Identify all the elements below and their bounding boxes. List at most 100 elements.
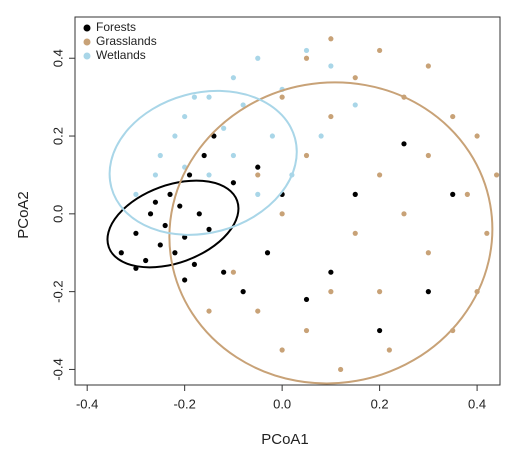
point <box>425 289 431 295</box>
point <box>147 211 154 217</box>
point <box>186 172 193 178</box>
point <box>221 269 227 275</box>
point <box>255 55 261 61</box>
point <box>269 133 275 139</box>
point <box>352 191 358 197</box>
legend-marker <box>83 38 91 46</box>
ellipse <box>106 179 240 269</box>
point <box>401 211 407 217</box>
point <box>484 230 490 236</box>
point <box>303 47 310 54</box>
point <box>493 172 500 178</box>
point <box>425 152 431 159</box>
point <box>182 277 188 283</box>
point <box>157 242 163 248</box>
point <box>206 94 212 100</box>
point <box>211 133 217 139</box>
x-tick-label: -0.2 <box>173 396 195 411</box>
legend-marker <box>83 24 91 32</box>
point <box>474 133 480 139</box>
point <box>255 172 261 178</box>
point <box>196 211 202 217</box>
point <box>328 63 334 69</box>
point <box>377 289 383 295</box>
point <box>177 203 183 209</box>
point <box>172 133 178 139</box>
point <box>401 141 407 147</box>
point <box>303 327 310 334</box>
point <box>191 261 198 268</box>
point <box>352 230 358 236</box>
point <box>230 152 237 159</box>
point <box>377 327 383 334</box>
legend-marker <box>83 52 91 60</box>
x-tick-label: -0.4 <box>76 396 98 411</box>
point <box>206 308 212 314</box>
point <box>450 113 456 120</box>
x-tick-label: 0.2 <box>371 396 389 411</box>
point <box>152 172 159 178</box>
point <box>279 94 285 100</box>
legend-label: Forests <box>96 20 136 34</box>
x-axis-label: PCoA1 <box>261 431 309 448</box>
y-tick-label: -0.4 <box>50 358 65 380</box>
point <box>303 296 310 303</box>
ellipse <box>168 81 494 385</box>
ellipse <box>108 89 298 236</box>
point <box>328 289 334 295</box>
point <box>386 347 392 353</box>
legend-label: Wetlands <box>96 48 146 62</box>
point <box>191 94 198 100</box>
y-tick-label: 0.0 <box>50 205 65 223</box>
plot-frame <box>74 16 501 386</box>
y-axis-label: PCoA2 <box>15 191 32 239</box>
point <box>279 347 285 353</box>
point <box>377 47 383 54</box>
point <box>206 226 212 232</box>
point <box>464 191 470 197</box>
point <box>352 75 358 81</box>
point <box>303 55 310 61</box>
point <box>230 269 237 275</box>
point <box>143 257 149 264</box>
point <box>328 269 334 275</box>
point <box>450 191 456 197</box>
point <box>328 113 334 120</box>
point <box>338 366 344 373</box>
y-tick-label: 0.4 <box>50 49 65 67</box>
point <box>133 230 139 236</box>
legend-label: Grasslands <box>96 34 157 48</box>
point <box>255 191 261 197</box>
point <box>157 152 163 159</box>
point <box>255 308 261 314</box>
point <box>377 172 383 178</box>
point <box>206 172 212 178</box>
point <box>172 250 178 256</box>
point <box>303 152 310 159</box>
y-tick-label: -0.2 <box>50 280 65 302</box>
point <box>425 250 431 256</box>
point <box>133 191 139 197</box>
x-tick-label: 0.4 <box>468 396 486 411</box>
point <box>255 164 261 170</box>
y-tick-label: 0.2 <box>50 127 65 145</box>
point <box>328 36 334 42</box>
point <box>201 152 207 159</box>
point <box>167 191 173 197</box>
point <box>230 180 237 186</box>
point <box>240 289 246 295</box>
point <box>425 63 431 69</box>
point <box>221 125 227 131</box>
point <box>152 199 159 205</box>
point <box>279 211 285 217</box>
point <box>230 75 237 81</box>
point <box>264 250 271 256</box>
x-tick-label: 0.0 <box>273 396 291 411</box>
point <box>182 113 188 120</box>
point <box>162 222 168 229</box>
point <box>240 102 246 108</box>
point <box>118 250 124 256</box>
point <box>352 102 358 108</box>
point <box>318 133 324 139</box>
